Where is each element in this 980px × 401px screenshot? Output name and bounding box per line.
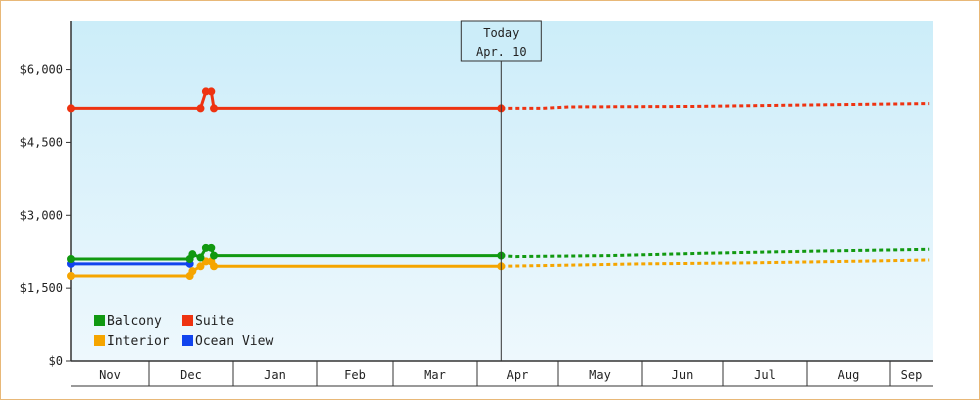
x-tick-label: Feb: [344, 368, 366, 382]
data-point: [67, 255, 75, 263]
x-axis: Nov Dec Jan Feb Mar Apr May Jun Jul Aug Sep: [71, 360, 933, 387]
data-point: [196, 262, 205, 271]
y-tick-label: $3,000: [20, 208, 63, 222]
x-tick-label: Mar: [424, 368, 446, 382]
series-forecast-line: [501, 258, 930, 268]
x-tick-label: Jan: [264, 368, 286, 382]
legend-swatch: [94, 335, 105, 346]
legend-item-suite: Suite: [182, 314, 234, 329]
data-point: [210, 262, 219, 271]
legend-swatch: [182, 335, 193, 346]
x-tick-label: Nov: [99, 368, 121, 382]
legend-swatch: [94, 315, 105, 326]
series-interior: [67, 257, 930, 280]
series-balcony: [67, 243, 930, 263]
data-point: [196, 104, 205, 113]
legend-label: Ocean View: [195, 334, 273, 349]
today-marker: Today Apr. 10: [460, 20, 542, 361]
y-tick-label: $6,000: [20, 63, 63, 77]
x-tick-label: May: [589, 368, 611, 382]
today-box: [460, 20, 542, 62]
y-axis: $0 $1,500 $3,000 $4,500 $6,000: [20, 21, 72, 368]
x-tick-label: Sep: [901, 368, 923, 382]
x-tick-label: Apr: [507, 368, 529, 382]
legend-label: Balcony: [107, 314, 162, 329]
today-label: Today: [483, 26, 519, 40]
x-tick-label: Jul: [754, 368, 776, 382]
data-point: [67, 104, 75, 113]
series-layer: [67, 87, 930, 280]
series-forecast-line: [501, 247, 930, 259]
data-point: [188, 267, 197, 276]
legend-label: Interior: [107, 334, 170, 349]
data-point: [196, 253, 205, 262]
data-point: [207, 243, 216, 252]
data-point: [188, 250, 197, 259]
data-point: [67, 272, 75, 280]
data-point: [207, 87, 216, 96]
y-tick-label: $0: [49, 354, 63, 368]
legend-label: Suite: [195, 314, 234, 329]
y-tick-label: $1,500: [20, 281, 63, 295]
series-forecast-line: [501, 102, 930, 110]
x-tick-label: Aug: [838, 368, 860, 382]
data-point: [210, 251, 219, 260]
legend-swatch: [182, 315, 193, 326]
x-tick-label: Jun: [672, 368, 694, 382]
legend-item-balcony: Balcony: [94, 314, 162, 329]
x-tick-label: Dec: [180, 368, 202, 382]
legend-item-ocean-view: Ocean View: [182, 334, 273, 349]
legend: Balcony Suite Interior Ocean View: [94, 314, 273, 349]
data-point: [210, 104, 219, 113]
legend-item-interior: Interior: [94, 334, 170, 349]
plot-area: [71, 21, 933, 361]
y-tick-label: $4,500: [20, 135, 63, 149]
today-date-label: Apr. 10: [476, 45, 527, 59]
